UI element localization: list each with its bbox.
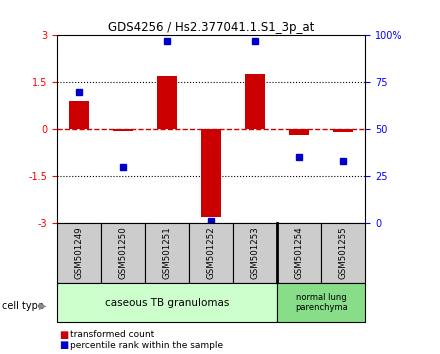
Bar [57,283,277,322]
Bar [277,223,321,283]
Bar [189,223,233,283]
Bar [202,129,221,217]
Text: caseous TB granulomas: caseous TB granulomas [105,298,229,308]
Text: GSM501253: GSM501253 [251,227,260,280]
Bar [158,76,177,129]
Text: cell type: cell type [2,301,44,311]
Bar [334,129,353,132]
Bar [233,223,277,283]
Title: GDS4256 / Hs2.377041.1.S1_3p_at: GDS4256 / Hs2.377041.1.S1_3p_at [108,21,315,34]
Text: percentile rank within the sample: percentile rank within the sample [70,341,224,350]
Text: transformed count: transformed count [70,330,154,339]
Bar [321,223,365,283]
Bar [145,223,189,283]
Text: GSM501249: GSM501249 [75,227,84,279]
Text: ▶: ▶ [39,301,46,311]
Text: normal lung
parenchyma: normal lung parenchyma [295,293,348,312]
Bar [290,129,309,136]
Bar [57,223,101,283]
Bar [101,223,145,283]
Text: GSM501254: GSM501254 [295,227,304,280]
Bar [114,129,133,131]
Bar [277,283,365,322]
Text: ■: ■ [59,330,69,340]
Text: GSM501255: GSM501255 [339,227,348,280]
Text: GSM501250: GSM501250 [119,227,128,280]
Bar [70,101,89,129]
Text: GSM501251: GSM501251 [163,227,172,280]
Text: ■: ■ [59,340,69,350]
Bar [246,74,265,129]
Text: GSM501252: GSM501252 [207,227,216,280]
